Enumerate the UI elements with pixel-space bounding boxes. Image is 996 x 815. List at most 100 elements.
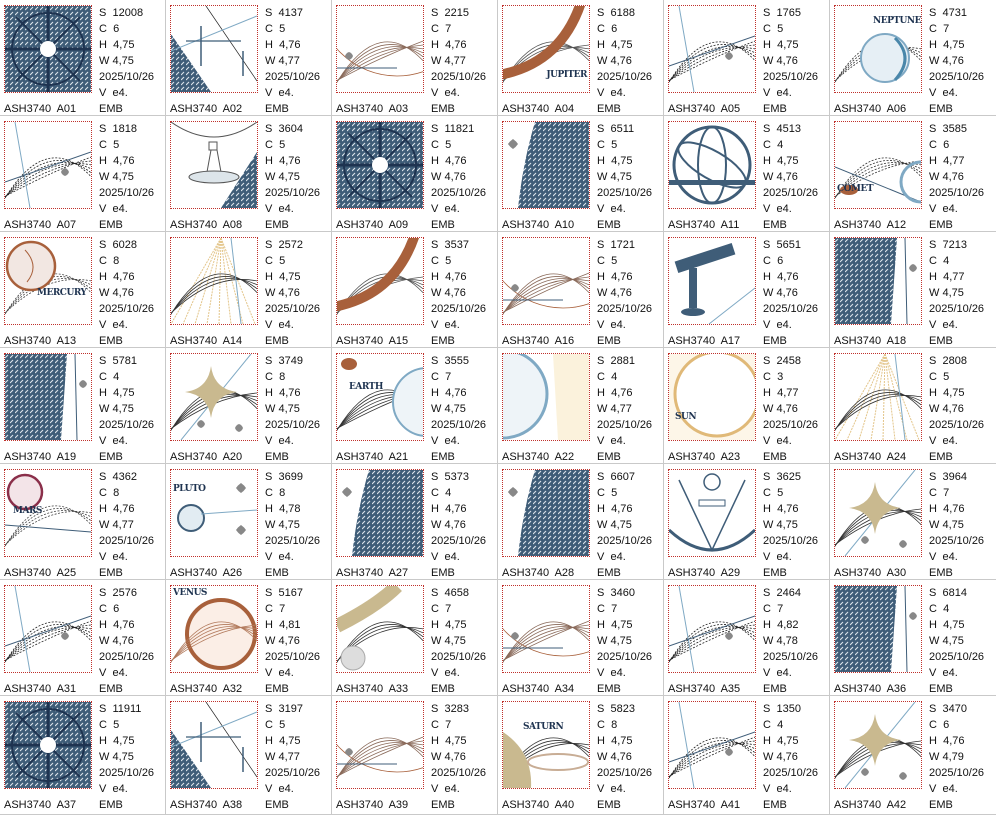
height-value: 4,76 [611,387,633,399]
stitch-label: S [99,355,107,367]
stitch-value: 2572 [278,239,303,251]
design-thumbnail[interactable] [170,353,258,441]
width-value: 4,75 [278,403,300,415]
design-thumbnail[interactable]: VENUS [170,585,258,673]
design-thumbnail[interactable]: SATURN [502,701,590,789]
design-thumbnail[interactable] [336,237,424,325]
design-thumbnail[interactable] [336,469,424,557]
height-label: H [431,503,439,515]
design-thumbnail[interactable] [668,5,756,93]
design-thumbnail[interactable] [170,701,258,789]
color-label: C [431,255,439,267]
design-thumbnail[interactable]: SUN [668,353,756,441]
design-thumbnail[interactable] [834,469,922,557]
design-thumbnail[interactable]: NEPTUNE [834,5,922,93]
design-thumbnail[interactable] [4,585,92,673]
design-thumbnail[interactable] [668,701,756,789]
design-thumbnail[interactable]: MARS [4,469,92,557]
design-thumbnail[interactable] [834,701,922,789]
height-label: H [763,735,771,747]
design-thumbnail[interactable] [502,237,590,325]
design-thumbnail[interactable] [336,701,424,789]
date: 2025/10/26 [929,651,985,663]
design-thumbnail[interactable] [668,121,756,209]
design-thumbnail[interactable] [668,469,756,557]
width-value: 4,75 [278,171,300,183]
design-thumbnail[interactable] [502,469,590,557]
version-value: e4. [112,87,128,99]
width-label: W [597,55,608,67]
design-thumbnail[interactable]: JUPITER [502,5,590,93]
design-thumbnail[interactable] [502,353,590,441]
design-thumbnail[interactable] [668,585,756,673]
width-label: W [929,55,940,67]
design-thumbnail[interactable] [834,353,922,441]
height: H 4,77 [929,153,984,169]
design-thumbnail[interactable] [4,5,92,93]
design-thumbnail[interactable]: PLUTO [170,469,258,557]
design-thumbnail[interactable]: EARTH [336,353,424,441]
design-thumbnail[interactable] [502,585,590,673]
design-thumbnail[interactable] [4,701,92,789]
design-thumbnail[interactable]: MERCURY [4,237,92,325]
design-thumbnail[interactable] [834,237,922,325]
design-thumbnail[interactable] [170,237,258,325]
design-thumbnail[interactable] [4,121,92,209]
design-thumbnail[interactable]: COMET [834,121,922,209]
design-thumbnail[interactable] [170,5,258,93]
design-thumbnail[interactable] [834,585,922,673]
design-thumbnail[interactable] [668,237,756,325]
design-thumbnail[interactable] [502,121,590,209]
design-thumbnail[interactable] [336,121,424,209]
stitch-count: S 12008 [99,5,154,21]
design-thumbnail[interactable] [4,353,92,441]
version-label: V [763,87,771,99]
date: 2025/10/26 [763,535,819,547]
design-thumbnail[interactable] [170,121,258,209]
design-thumbnail[interactable] [336,5,424,93]
design-thumbnail[interactable] [336,585,424,673]
